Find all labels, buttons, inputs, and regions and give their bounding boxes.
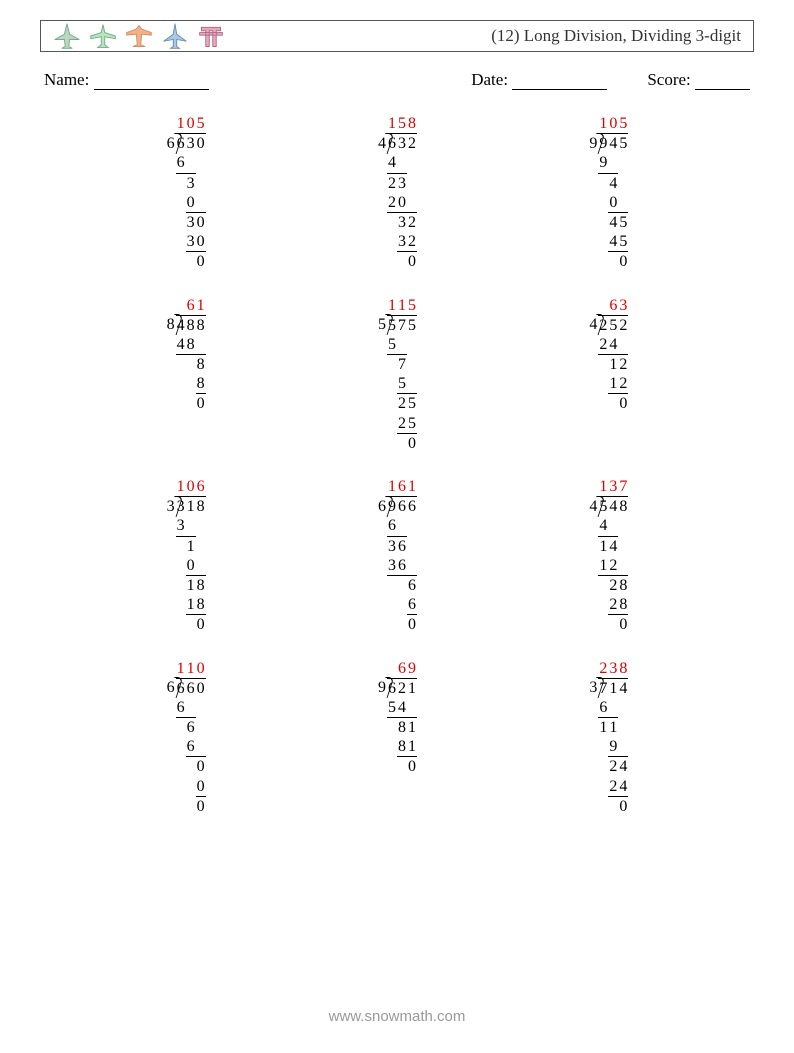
date-label: Date: — [471, 70, 508, 89]
fighter-jet-icon — [53, 22, 81, 50]
footer-url: www.snowmath.com — [0, 1008, 794, 1025]
problem: 6996215481810 — [291, 659, 502, 817]
airplane-icons — [53, 22, 225, 50]
score-field: Score: — [647, 70, 750, 90]
jet-icon — [161, 22, 189, 50]
problem: 105663063030300 — [80, 114, 291, 272]
problem: 105994594045450 — [503, 114, 714, 272]
worksheet-header: (12) Long Division, Dividing 3-digit — [40, 20, 754, 52]
info-row: Name: Date: Score: — [40, 70, 754, 90]
name-label: Name: — [44, 70, 89, 89]
problem: 6342522412120 — [503, 296, 714, 454]
biplane-icon — [125, 22, 153, 50]
problem: 13745484141228280 — [503, 477, 714, 635]
worksheet-title: (12) Long Division, Dividing 3-digit — [491, 26, 741, 46]
problem: 115557557525250 — [291, 296, 502, 454]
problem: 2383714611924240 — [503, 659, 714, 817]
problem: 106331831018180 — [80, 477, 291, 635]
torii-plane-icon — [197, 22, 225, 50]
date-field: Date: — [471, 70, 607, 90]
problem: 61848848880 — [80, 296, 291, 454]
name-field: Name: — [44, 70, 209, 90]
airplane-top-icon — [89, 22, 117, 50]
problems-grid: 1056630630303001584632423203232010599459… — [40, 114, 754, 816]
problem: 15846324232032320 — [291, 114, 502, 272]
score-label: Score: — [647, 70, 690, 89]
problem: 161696663636660 — [291, 477, 502, 635]
problem: 1106660666000 — [80, 659, 291, 817]
